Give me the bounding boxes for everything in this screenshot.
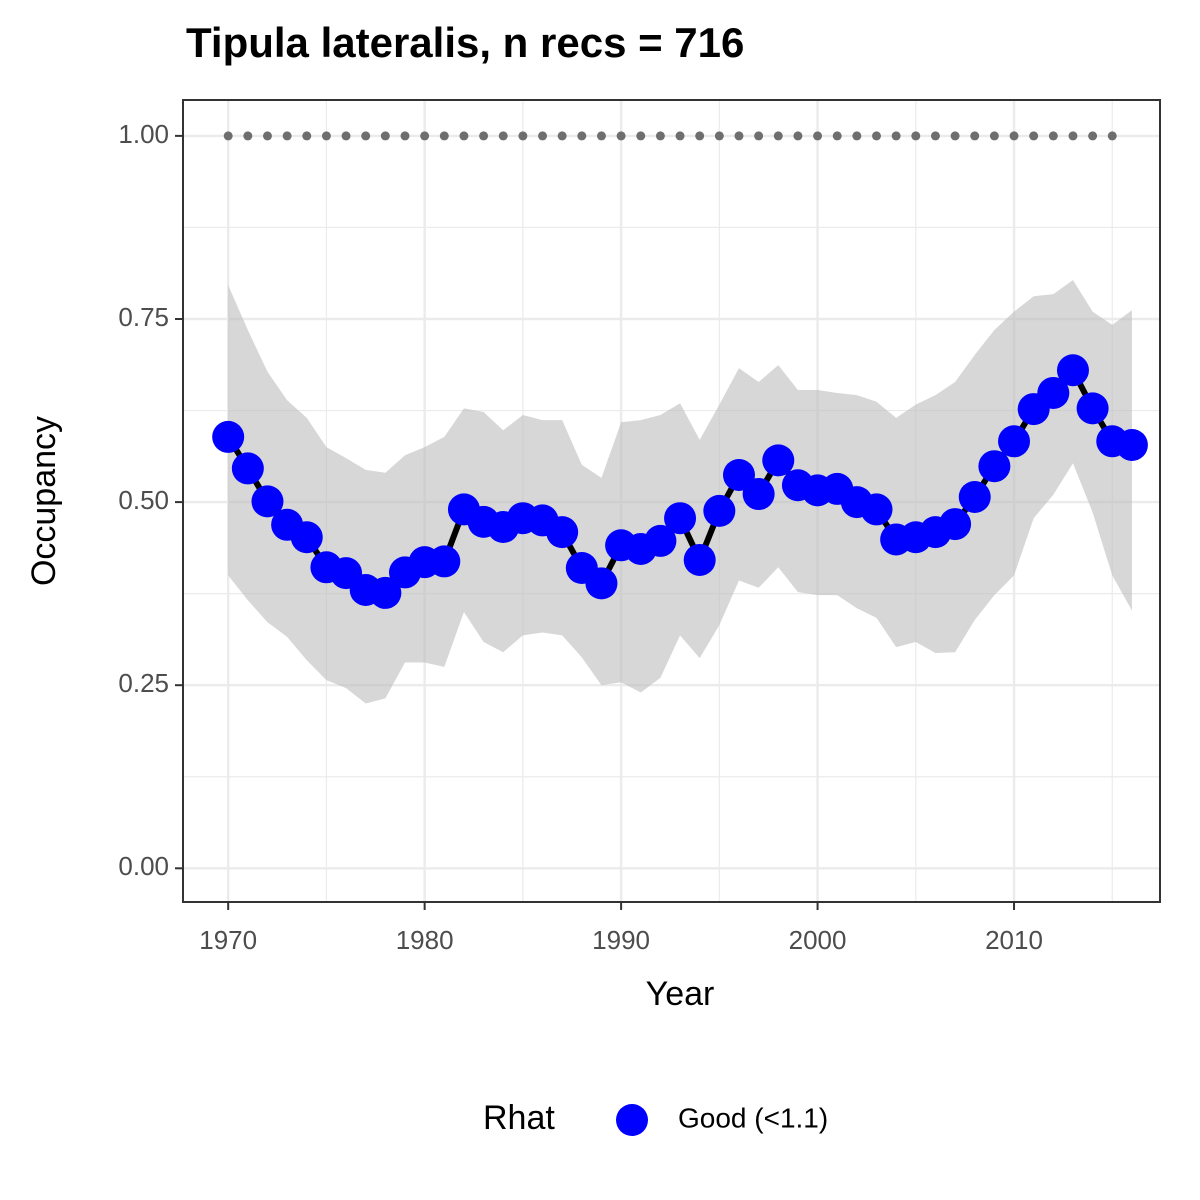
dot (754, 131, 764, 141)
point (683, 543, 716, 576)
dot (321, 131, 331, 141)
point (978, 450, 1011, 483)
point (1076, 392, 1109, 425)
dot (891, 131, 901, 141)
x-axis-label: Year (646, 975, 715, 1013)
point (664, 502, 697, 535)
chart-title: Tipula lateralis, n recs = 716 (186, 19, 744, 66)
point (998, 425, 1031, 458)
point (251, 485, 284, 518)
dot (596, 131, 606, 141)
y-tick-label: 0.25 (118, 668, 169, 698)
dot (970, 131, 980, 141)
dot (557, 131, 567, 141)
point (703, 494, 736, 527)
point (939, 508, 972, 541)
dot (1029, 131, 1039, 141)
point (1115, 428, 1148, 461)
x-tick-label: 1980 (396, 925, 454, 955)
dot (459, 131, 469, 141)
dot (302, 131, 312, 141)
x-tick-label: 1990 (592, 925, 650, 955)
dot (498, 131, 508, 141)
dot (420, 131, 430, 141)
dot (911, 131, 921, 141)
dot (577, 131, 587, 141)
point (546, 516, 579, 549)
dot (439, 131, 449, 141)
confidence-band (228, 280, 1132, 704)
dot (282, 131, 292, 141)
dot (518, 131, 528, 141)
y-tick-label: 1.00 (118, 119, 169, 149)
x-tick-label: 2000 (789, 925, 847, 955)
dot (930, 131, 940, 141)
y-tick-label: 0.75 (118, 302, 169, 332)
dot (655, 131, 665, 141)
legend-swatch (616, 1104, 648, 1136)
dot (872, 131, 882, 141)
dot (243, 131, 253, 141)
dot (734, 131, 744, 141)
x-tick-label: 1970 (199, 925, 257, 955)
point (742, 478, 775, 511)
dot (538, 131, 548, 141)
point (1056, 354, 1089, 387)
dot (223, 131, 233, 141)
dot (616, 131, 626, 141)
point (1037, 376, 1070, 409)
x-tick-label: 2010 (985, 925, 1043, 955)
point (585, 567, 618, 600)
dot (1068, 131, 1078, 141)
dot (1048, 131, 1058, 141)
point (369, 576, 402, 609)
dot (636, 131, 646, 141)
point (860, 493, 893, 526)
dot (773, 131, 783, 141)
dot (675, 131, 685, 141)
dot (813, 131, 823, 141)
point (722, 458, 755, 491)
legend-title: Rhat (483, 1099, 555, 1137)
dot (852, 131, 862, 141)
dot (1009, 131, 1019, 141)
dot (714, 131, 724, 141)
dot (262, 131, 272, 141)
point (290, 521, 323, 554)
y-tick-label: 0.00 (118, 851, 169, 881)
dot (950, 131, 960, 141)
dot (341, 131, 351, 141)
point (231, 452, 264, 485)
dot (1088, 131, 1098, 141)
dot (1107, 131, 1117, 141)
point (644, 524, 677, 557)
point (762, 444, 795, 477)
dot (400, 131, 410, 141)
y-tick-label: 0.50 (118, 485, 169, 515)
dot (793, 131, 803, 141)
y-axis-label: Occupancy (25, 416, 63, 586)
legend-label: Good (<1.1) (678, 1102, 828, 1133)
point (212, 420, 245, 453)
dot (695, 131, 705, 141)
plot-border (182, 99, 1161, 903)
point (428, 545, 461, 578)
dot (380, 131, 390, 141)
dot (361, 131, 371, 141)
point (958, 480, 991, 513)
dot (832, 131, 842, 141)
dot (479, 131, 489, 141)
dot (989, 131, 999, 141)
